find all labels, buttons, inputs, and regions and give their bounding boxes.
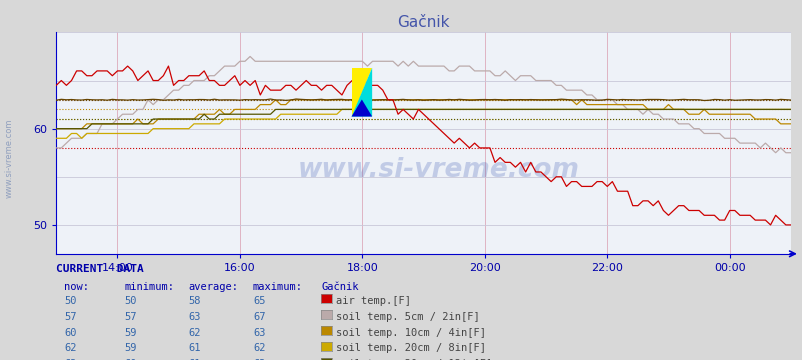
Polygon shape bbox=[351, 68, 371, 117]
Text: 58: 58 bbox=[188, 296, 201, 306]
Text: average:: average: bbox=[188, 282, 238, 292]
Text: soil temp. 5cm / 2in[F]: soil temp. 5cm / 2in[F] bbox=[336, 312, 480, 322]
Text: www.si-vreme.com: www.si-vreme.com bbox=[297, 157, 578, 183]
Text: 61: 61 bbox=[188, 343, 201, 354]
Text: 57: 57 bbox=[124, 312, 137, 322]
Text: 62: 62 bbox=[253, 343, 265, 354]
Text: maximum:: maximum: bbox=[253, 282, 302, 292]
Text: 60: 60 bbox=[124, 359, 137, 360]
Text: Gačnik: Gačnik bbox=[321, 282, 358, 292]
Text: 59: 59 bbox=[124, 343, 137, 354]
Text: 63: 63 bbox=[188, 312, 201, 322]
Text: 60: 60 bbox=[64, 328, 77, 338]
Text: 59: 59 bbox=[124, 328, 137, 338]
Text: air temp.[F]: air temp.[F] bbox=[336, 296, 411, 306]
Text: 62: 62 bbox=[64, 343, 77, 354]
Text: www.si-vreme.com: www.si-vreme.com bbox=[5, 119, 14, 198]
Text: 63: 63 bbox=[253, 328, 265, 338]
Text: soil temp. 30cm / 12in[F]: soil temp. 30cm / 12in[F] bbox=[336, 359, 492, 360]
Text: 50: 50 bbox=[124, 296, 137, 306]
Text: 62: 62 bbox=[188, 328, 201, 338]
Text: soil temp. 10cm / 4in[F]: soil temp. 10cm / 4in[F] bbox=[336, 328, 486, 338]
Text: CURRENT  DATA: CURRENT DATA bbox=[56, 264, 144, 274]
Text: soil temp. 20cm / 8in[F]: soil temp. 20cm / 8in[F] bbox=[336, 343, 486, 354]
Text: 57: 57 bbox=[64, 312, 77, 322]
Text: now:: now: bbox=[64, 282, 89, 292]
Polygon shape bbox=[351, 68, 371, 117]
Text: minimum:: minimum: bbox=[124, 282, 174, 292]
Text: 50: 50 bbox=[64, 296, 77, 306]
Text: 62: 62 bbox=[253, 359, 265, 360]
Text: 67: 67 bbox=[253, 312, 265, 322]
Title: Gačnik: Gačnik bbox=[397, 15, 449, 30]
Text: 62: 62 bbox=[64, 359, 77, 360]
Polygon shape bbox=[351, 99, 371, 117]
Text: 65: 65 bbox=[253, 296, 265, 306]
Text: 61: 61 bbox=[188, 359, 201, 360]
